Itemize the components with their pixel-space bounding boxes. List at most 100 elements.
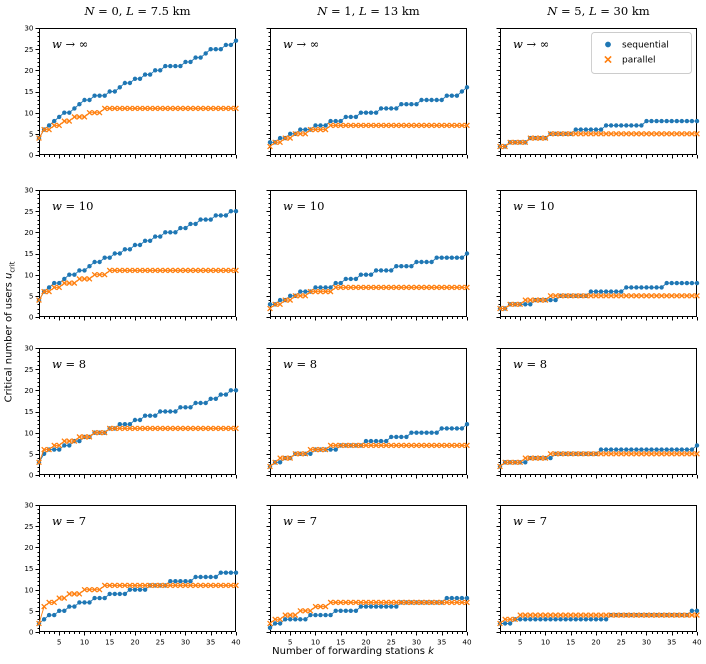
- y-axis-ticks: [266, 190, 270, 318]
- x-axis-ticks: [500, 317, 698, 321]
- x-axis-ticks: [500, 475, 698, 479]
- column-title-3: N = 5, L = 30 km: [547, 4, 650, 18]
- series-markers-parallel: [36, 105, 239, 141]
- svg-text:20: 20: [130, 638, 140, 647]
- panel-r3-c1: 0 5 10 15 20 25 30 w = 8: [24, 344, 239, 480]
- x-axis-ticks: [39, 155, 237, 159]
- series-markers-parallel: [267, 122, 470, 150]
- x-axis-ticks: [39, 632, 237, 636]
- series-line-parallel: [500, 295, 697, 309]
- legend-marker-parallel: [604, 55, 612, 64]
- y-tick-labels: 0 5 10 15 20 25 30: [24, 344, 34, 480]
- svg-text:15: 15: [24, 564, 33, 573]
- series-markers-parallel: [36, 425, 239, 466]
- series-markers-parallel: [267, 284, 470, 312]
- y-tick-labels: 0 5 10 15 20 25 30: [24, 501, 34, 637]
- plot-area: [39, 28, 236, 155]
- svg-text:15: 15: [24, 407, 33, 416]
- panel-r1-c2: w → ∞: [266, 28, 470, 159]
- svg-text:15: 15: [336, 638, 345, 647]
- svg-text:10: 10: [24, 108, 34, 117]
- series-line-sequential: [38, 210, 236, 301]
- panel-r4-c3: 5 10 15 20 25 30 35 40 w = 7: [496, 505, 702, 647]
- series-markers-sequential: [36, 38, 239, 141]
- panel-r2-c2: w = 10: [266, 190, 470, 321]
- y-axis-label: Critical number of users ucrit: [3, 261, 17, 403]
- series-line-parallel: [499, 614, 697, 624]
- svg-text:20: 20: [591, 638, 601, 647]
- svg-text:25: 25: [387, 638, 396, 647]
- svg-text:30: 30: [412, 638, 422, 647]
- series-markers-sequential: [267, 251, 470, 307]
- x-axis-ticks: [270, 317, 468, 321]
- svg-text:30: 30: [24, 186, 34, 195]
- panel-annotation: w = 10: [283, 199, 324, 213]
- series-line-parallel: [269, 601, 467, 624]
- svg-text:5: 5: [288, 638, 293, 647]
- panel-r1-c1: 0 5 10 15 20 25 30 w → ∞: [24, 24, 239, 160]
- y-tick-labels: 0 5 10 15 20 25 30: [24, 24, 34, 160]
- legend-label-sequential: sequential: [622, 41, 669, 51]
- svg-text:30: 30: [24, 344, 34, 353]
- svg-text:20: 20: [361, 638, 371, 647]
- panel-annotation: w → ∞: [513, 37, 549, 51]
- legend-marker-sequential: [605, 41, 611, 48]
- svg-text:5: 5: [29, 129, 34, 138]
- series-markers-sequential: [36, 209, 239, 303]
- series-line-parallel: [269, 286, 467, 309]
- x-axis-ticks: [500, 155, 698, 159]
- svg-text:25: 25: [156, 638, 165, 647]
- svg-text:35: 35: [206, 638, 215, 647]
- svg-text:30: 30: [181, 638, 191, 647]
- series-markers-parallel: [497, 612, 700, 627]
- svg-text:25: 25: [24, 207, 33, 216]
- x-axis-label: Number of forwarding stations k: [272, 646, 434, 657]
- svg-text:15: 15: [105, 638, 114, 647]
- y-tick-labels: 0 5 10 15 20 25 30: [24, 186, 34, 322]
- y-axis-ticks: [35, 28, 39, 156]
- svg-text:5: 5: [29, 449, 34, 458]
- svg-text:40: 40: [462, 638, 472, 647]
- y-axis-ticks: [266, 505, 270, 633]
- series-line-parallel: [269, 444, 467, 467]
- series-line-parallel: [38, 584, 236, 624]
- x-tick-labels: 5 10 15 20 25 30 35 40: [518, 638, 702, 647]
- y-axis-ticks: [496, 505, 500, 633]
- svg-text:0: 0: [29, 313, 34, 322]
- svg-text:10: 10: [24, 428, 34, 437]
- svg-text:0: 0: [29, 471, 34, 480]
- panel-r3-c2: w = 8: [266, 348, 470, 479]
- svg-text:20: 20: [24, 228, 34, 237]
- svg-text:20: 20: [24, 66, 34, 75]
- series-markers-parallel: [267, 599, 470, 627]
- panel-r1-c3: w → ∞ sequential parallel: [496, 28, 700, 159]
- column-title-2: N = 1, L = 13 km: [317, 4, 420, 18]
- svg-text:10: 10: [24, 585, 34, 594]
- svg-text:5: 5: [57, 638, 62, 647]
- series-markers-parallel: [497, 450, 700, 470]
- plot-area: [39, 505, 236, 632]
- svg-text:0: 0: [29, 151, 34, 160]
- panel-annotation: w = 10: [513, 199, 554, 213]
- plot-area: [500, 505, 697, 632]
- y-axis-ticks: [496, 28, 500, 156]
- series-line-sequential: [38, 40, 237, 139]
- series-markers-parallel: [497, 292, 700, 312]
- y-axis-ticks: [35, 505, 39, 633]
- x-tick-labels: 5 10 15 20 25 30 35 40: [288, 638, 472, 647]
- svg-text:25: 25: [617, 638, 626, 647]
- plot-area: [39, 190, 236, 317]
- panel-annotation: w = 7: [283, 514, 317, 528]
- svg-text:40: 40: [231, 638, 241, 647]
- svg-text:10: 10: [311, 638, 321, 647]
- y-axis-ticks: [496, 348, 500, 476]
- svg-text:15: 15: [566, 638, 575, 647]
- legend: sequential parallel: [591, 32, 692, 74]
- series-line-parallel: [38, 427, 236, 463]
- series-line-sequential: [270, 253, 468, 305]
- svg-text:0: 0: [29, 628, 34, 637]
- x-tick-labels: 5 10 15 20 25 30 35 40: [57, 638, 241, 647]
- panel-annotation: w = 7: [52, 514, 86, 528]
- series-line-parallel: [499, 453, 697, 467]
- series-markers-parallel: [36, 267, 239, 303]
